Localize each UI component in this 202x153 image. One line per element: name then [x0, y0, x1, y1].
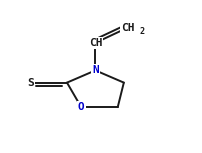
Text: O: O — [77, 102, 84, 112]
Text: S: S — [27, 78, 34, 88]
Text: 2: 2 — [139, 27, 144, 36]
Text: N: N — [92, 65, 98, 75]
Text: CH: CH — [121, 22, 134, 33]
Text: CH: CH — [88, 38, 102, 48]
